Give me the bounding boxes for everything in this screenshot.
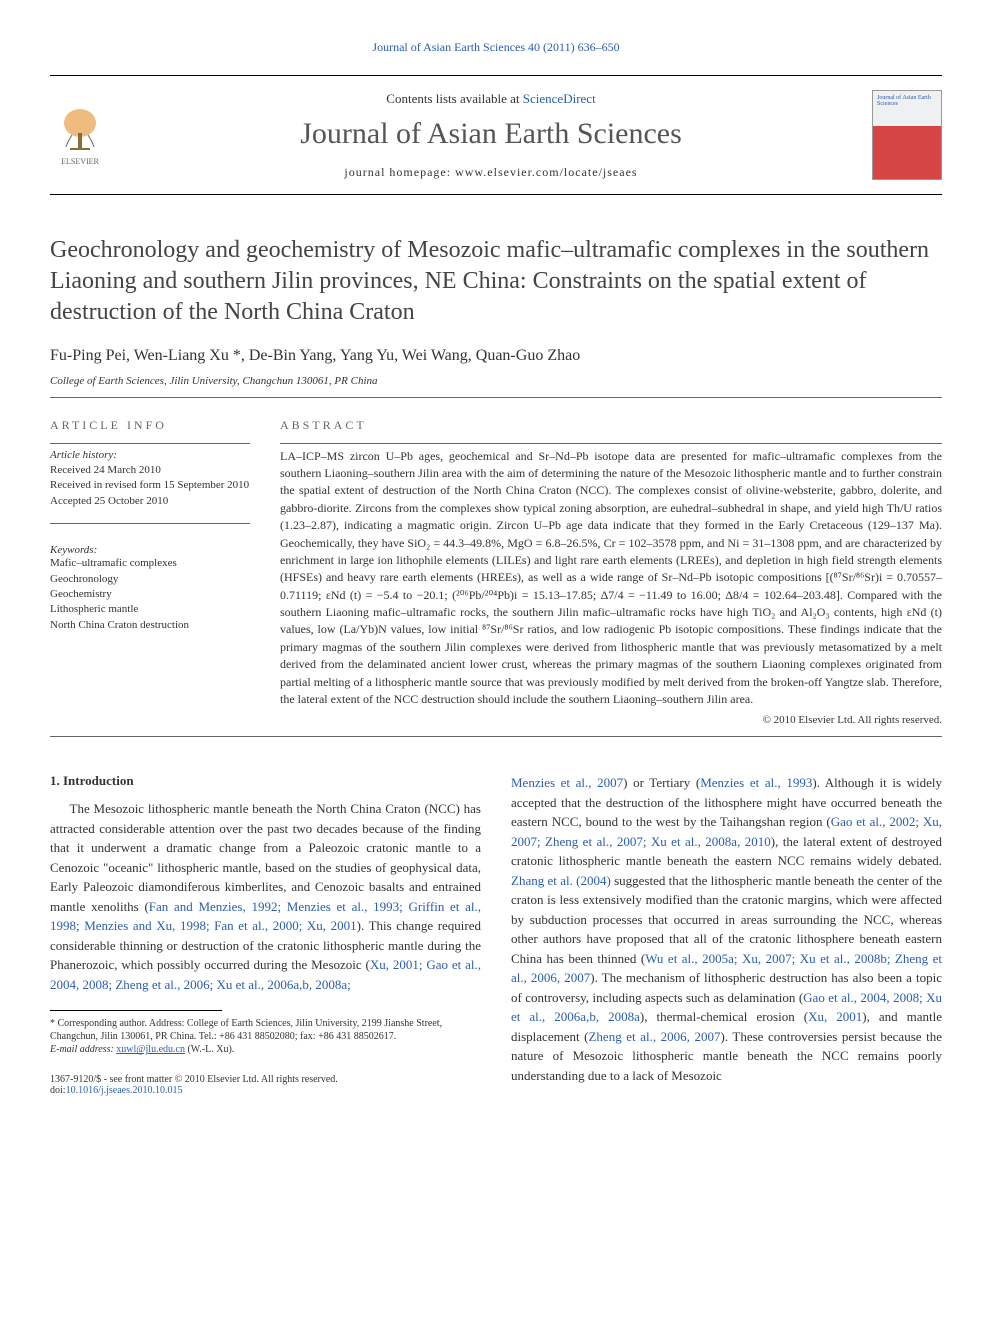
- citation-header: Journal of Asian Earth Sciences 40 (2011…: [50, 40, 942, 55]
- rule: [50, 194, 942, 195]
- authors-list: Fu-Ping Pei, Wen-Liang Xu *, De-Bin Yang…: [50, 347, 942, 365]
- intro-paragraph: The Mesozoic lithospheric mantle beneath…: [50, 799, 481, 994]
- received-date: Received 24 March 2010: [50, 463, 250, 478]
- publisher-logo: ELSEVIER: [50, 100, 110, 170]
- citation-link[interactable]: Menzies et al., 1993: [700, 775, 812, 790]
- article-title: Geochronology and geochemistry of Mesozo…: [50, 235, 942, 329]
- doi-link[interactable]: 10.1016/j.jseaes.2010.10.015: [66, 1085, 183, 1096]
- author-email-link[interactable]: xuwl@jlu.edu.cn: [116, 1044, 185, 1055]
- journal-title: Journal of Asian Earth Sciences: [110, 117, 872, 151]
- homepage-url: www.elsevier.com/locate/jseaes: [455, 165, 638, 179]
- email-footnote: E-mail address: xuwl@jlu.edu.cn (W.-L. X…: [50, 1043, 481, 1056]
- citation-link[interactable]: Menzies et al., 2007: [511, 775, 623, 790]
- citation-link[interactable]: Xu, 2001: [808, 1009, 862, 1024]
- intro-heading: 1. Introduction: [50, 773, 481, 789]
- authors-text: Fu-Ping Pei, Wen-Liang Xu *, De-Bin Yang…: [50, 347, 580, 364]
- keyword: North China Craton destruction: [50, 618, 250, 633]
- intro-text: The Mesozoic lithospheric mantle beneath…: [50, 801, 481, 914]
- publisher-name: ELSEVIER: [61, 157, 99, 166]
- abstract-text: LA–ICP–MS zircon U–Pb ages, geochemical …: [280, 448, 942, 709]
- history-label: Article history:: [50, 448, 250, 463]
- journal-header: ELSEVIER Contents lists available at Sci…: [50, 82, 942, 188]
- abstract-label: ABSTRACT: [280, 418, 942, 433]
- cover-label: Journal of Asian Earth Sciences: [877, 95, 941, 107]
- accepted-date: Accepted 25 October 2010: [50, 494, 250, 509]
- email-label: E-mail address:: [50, 1044, 116, 1055]
- intro-paragraph-cont: Menzies et al., 2007) or Tertiary (Menzi…: [511, 773, 942, 1085]
- rule: [50, 75, 942, 76]
- sciencedirect-link[interactable]: ScienceDirect: [523, 91, 596, 106]
- intro-text: ), thermal-chemical erosion (: [640, 1009, 808, 1024]
- article-info-label: ARTICLE INFO: [50, 418, 250, 433]
- doi-line: doi:10.1016/j.jseaes.2010.10.015: [50, 1085, 481, 1096]
- keyword: Geochronology: [50, 572, 250, 587]
- abstract-copyright: © 2010 Elsevier Ltd. All rights reserved…: [280, 714, 942, 726]
- keyword: Lithospheric mantle: [50, 602, 250, 617]
- email-suffix: (W.-L. Xu).: [185, 1044, 234, 1055]
- footnote-separator: [50, 1010, 222, 1011]
- rule: [50, 443, 250, 444]
- citation-link[interactable]: Zheng et al., 2006, 2007: [588, 1029, 720, 1044]
- citation-link[interactable]: Zhang et al. (2004): [511, 873, 611, 888]
- intro-text: ) or Tertiary (: [623, 775, 700, 790]
- elsevier-tree-icon: [58, 105, 103, 155]
- contents-prefix: Contents lists available at: [386, 91, 522, 106]
- revised-date: Received in revised form 15 September 20…: [50, 478, 250, 493]
- rule: [280, 443, 942, 444]
- homepage-prefix: journal homepage:: [344, 165, 455, 179]
- corresponding-author-footnote: * Corresponding author. Address: College…: [50, 1017, 481, 1043]
- rule: [50, 397, 942, 398]
- issn-line: 1367-9120/$ - see front matter © 2010 El…: [50, 1074, 481, 1085]
- rule: [50, 523, 250, 524]
- keyword: Geochemistry: [50, 587, 250, 602]
- journal-homepage: journal homepage: www.elsevier.com/locat…: [110, 165, 872, 180]
- journal-cover-thumbnail: Journal of Asian Earth Sciences: [872, 90, 942, 180]
- affiliation: College of Earth Sciences, Jilin Univers…: [50, 375, 942, 387]
- keywords-label: Keywords:: [50, 544, 250, 556]
- doi-prefix: doi:: [50, 1085, 66, 1096]
- rule: [50, 736, 942, 737]
- keyword: Mafic–ultramafic complexes: [50, 556, 250, 571]
- contents-available: Contents lists available at ScienceDirec…: [110, 91, 872, 107]
